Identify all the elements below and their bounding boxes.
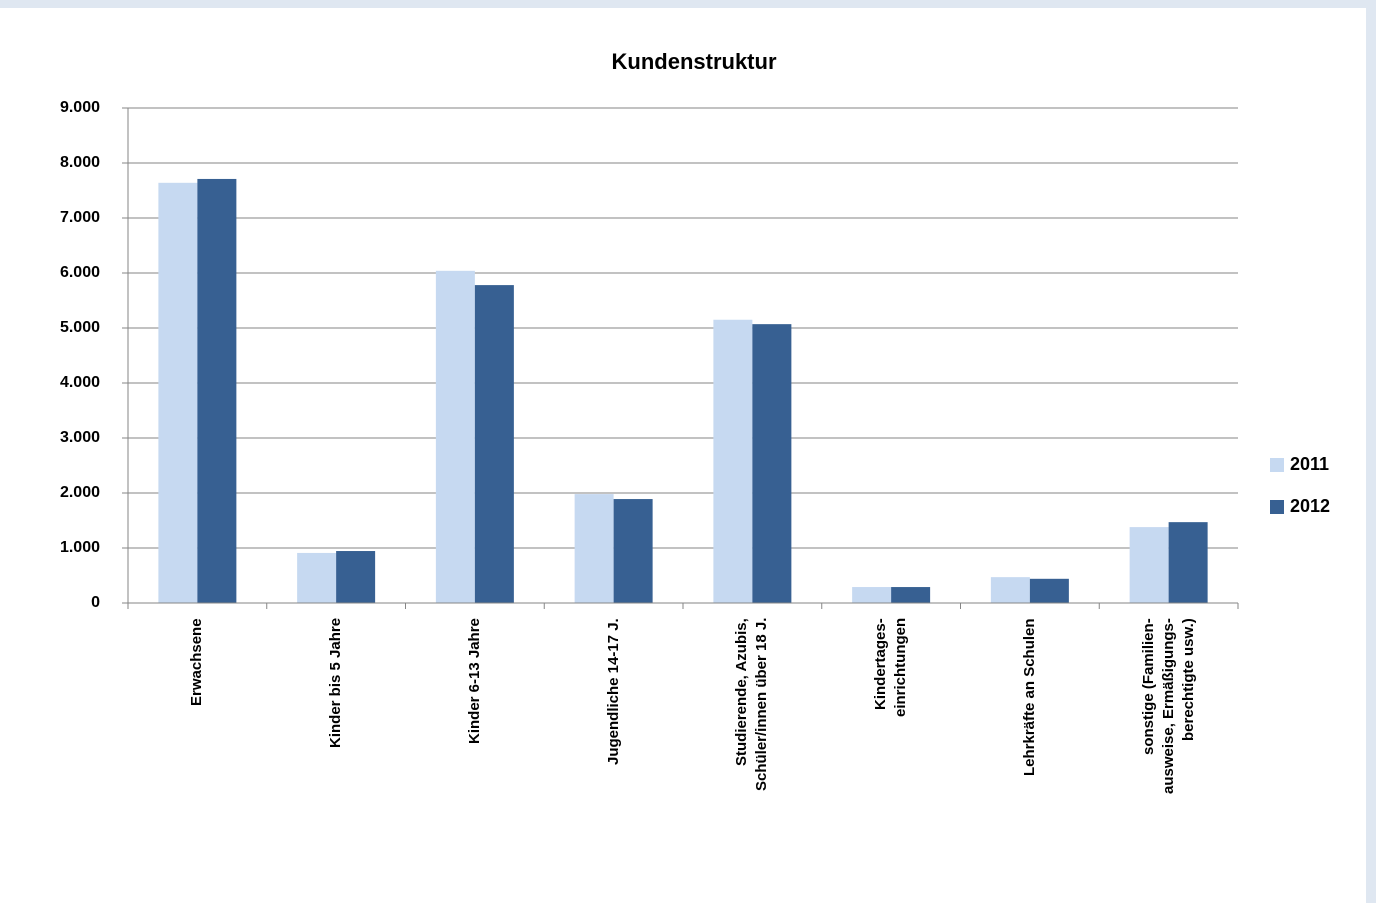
bar — [990, 577, 1030, 603]
y-tick-label: 8.000 — [60, 154, 100, 171]
y-tick-label: 7.000 — [60, 209, 100, 226]
y-tick-label: 9.000 — [60, 99, 100, 116]
y-tick-label: 4.000 — [60, 374, 100, 391]
y-tick-label: 3.000 — [60, 429, 100, 446]
bar — [474, 285, 514, 603]
bar — [158, 182, 198, 604]
y-tick-label: 5.000 — [60, 319, 100, 336]
legend-label: 2011 — [1290, 454, 1329, 474]
y-tick-label: 1.000 — [60, 539, 100, 556]
bar — [1168, 522, 1208, 603]
bar — [435, 270, 475, 603]
y-tick-label: 0 — [91, 594, 100, 611]
bar — [336, 551, 376, 603]
bar — [197, 178, 237, 603]
bar — [297, 552, 337, 603]
x-tick-label: Kinder 6-13 Jahre — [465, 618, 483, 744]
x-tick-label: Studierende, Azubis, Schüler/innen über … — [733, 618, 771, 792]
y-tick-label: 2.000 — [60, 484, 100, 501]
x-tick-label: Lehrkräfte an Schulen — [1020, 618, 1038, 776]
chart-area: Kundenstruktur 0 1.000 2.000 3.000 4.000 5.00… — [0, 8, 1366, 903]
bar — [1129, 527, 1169, 603]
chart: Kundenstruktur 0 1.000 2.000 3.000 4.000 5.00… — [60, 49, 1330, 611]
bar — [613, 499, 653, 603]
bar — [752, 324, 792, 603]
y-tick-label: 6.000 — [60, 264, 100, 281]
legend-swatch — [1270, 458, 1284, 472]
x-tick-label: Jugendliche 14-17 J. — [604, 618, 622, 765]
legend-swatch — [1270, 500, 1284, 514]
bar — [852, 587, 892, 603]
bar — [1029, 578, 1069, 603]
chart-title: Kundenstruktur — [612, 49, 777, 74]
bar — [891, 587, 931, 603]
legend-label: 2012 — [1290, 496, 1330, 516]
bar — [574, 494, 614, 603]
x-tick-label: Kinder bis 5 Jahre — [327, 618, 345, 749]
x-tick-label: Kindertages- einrichtungen — [872, 618, 910, 718]
bar — [713, 319, 753, 603]
x-tick-label: sonstige (Familien- ausweise, Ermäßigung… — [1139, 618, 1197, 794]
x-tick-label: Erwachsene — [188, 618, 206, 706]
